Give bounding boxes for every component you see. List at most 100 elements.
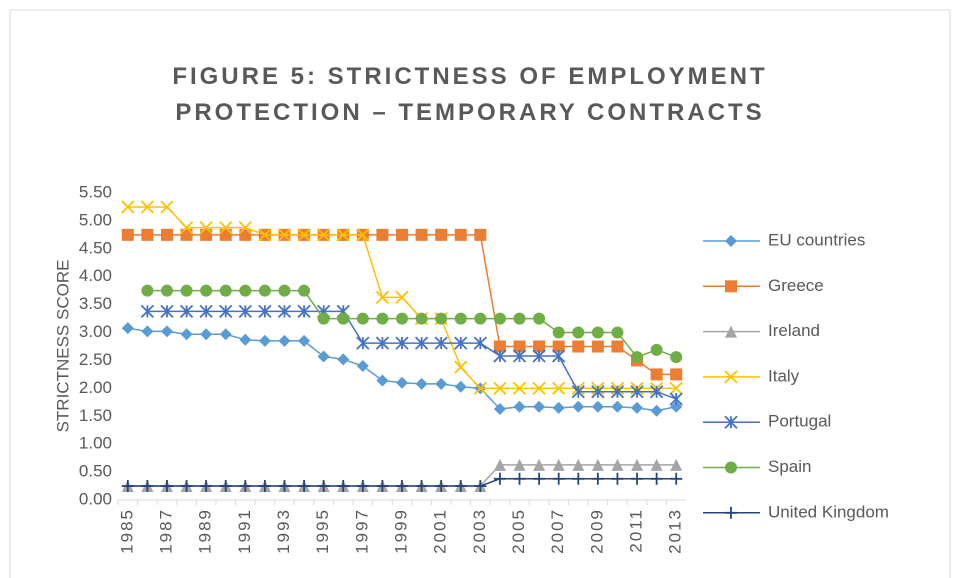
marker: [611, 458, 624, 471]
marker: [474, 312, 487, 325]
marker: [454, 480, 467, 493]
x-tick-label: 2003: [470, 508, 489, 554]
marker: [200, 480, 213, 493]
marker: [725, 461, 737, 474]
marker: [180, 480, 193, 493]
marker: [435, 377, 448, 390]
marker: [317, 312, 330, 325]
x-tick-label: 1991: [235, 508, 254, 554]
marker: [396, 312, 408, 325]
marker: [669, 381, 683, 396]
marker: [356, 360, 369, 373]
marker: [356, 336, 370, 350]
marker: [317, 480, 330, 493]
marker: [512, 349, 527, 363]
marker: [336, 228, 350, 242]
x-tick-label: 1987: [156, 508, 175, 554]
marker: [258, 480, 271, 493]
y-tick-label: 3.00: [79, 322, 112, 341]
chart-title: FIGURE 5: STRICTNESS OF EMPLOYMENT PROTEC…: [172, 63, 767, 126]
marker: [415, 377, 428, 390]
marker: [513, 312, 526, 325]
marker: [141, 228, 154, 241]
marker: [631, 472, 644, 485]
marker: [396, 228, 408, 241]
marker: [219, 480, 232, 493]
marker: [572, 326, 585, 339]
marker: [533, 312, 546, 325]
marker: [454, 228, 467, 241]
marker: [454, 380, 467, 393]
marker: [650, 368, 663, 381]
marker: [356, 480, 369, 493]
x-tick-label: 1985: [117, 508, 136, 554]
marker: [631, 458, 644, 471]
marker: [493, 312, 506, 325]
marker: [414, 336, 429, 350]
marker: [513, 400, 526, 413]
marker: [121, 322, 134, 335]
marker: [552, 472, 565, 485]
marker: [160, 480, 173, 493]
marker: [724, 370, 738, 384]
marker: [278, 334, 291, 347]
marker: [160, 304, 174, 318]
marker: [493, 458, 506, 471]
marker: [552, 381, 566, 396]
y-tick-label: 5.00: [79, 210, 112, 229]
marker: [572, 340, 585, 353]
marker: [552, 458, 565, 471]
marker: [179, 304, 194, 318]
y-tick-label: 2.00: [79, 378, 112, 397]
marker: [669, 392, 683, 406]
y-tick-label: 5.50: [79, 182, 112, 201]
marker: [258, 284, 271, 297]
marker: [258, 334, 271, 347]
marker: [435, 480, 448, 493]
marker: [493, 472, 506, 485]
marker: [631, 351, 644, 364]
marker: [219, 284, 232, 297]
marker: [533, 340, 546, 353]
x-tick-label: 2013: [666, 508, 685, 554]
marker: [533, 472, 546, 485]
marker: [200, 284, 213, 297]
marker: [180, 284, 193, 297]
marker: [258, 228, 272, 242]
marker: [610, 385, 625, 399]
marker: [725, 235, 737, 247]
marker: [572, 400, 585, 413]
legend-label: Greece: [768, 276, 824, 295]
y-tick-label: 4.50: [79, 238, 112, 257]
marker: [474, 228, 487, 241]
marker: [140, 200, 155, 214]
marker: [493, 340, 506, 353]
marker: [258, 304, 272, 318]
marker: [649, 385, 664, 399]
legend-label: Spain: [768, 457, 811, 476]
marker: [396, 480, 408, 493]
marker: [611, 472, 624, 485]
marker: [396, 376, 408, 389]
marker: [278, 284, 291, 297]
marker: [356, 312, 369, 325]
marker: [631, 401, 644, 414]
marker: [375, 290, 390, 305]
marker: [317, 228, 331, 242]
marker: [179, 220, 194, 235]
marker: [297, 228, 311, 242]
marker: [474, 480, 487, 493]
marker: [376, 374, 389, 387]
marker: [298, 284, 311, 297]
marker: [160, 200, 174, 214]
marker: [140, 304, 155, 318]
marker: [238, 304, 252, 318]
legend-label: Portugal: [768, 412, 831, 431]
y-tick-label: 1.50: [79, 406, 112, 425]
marker: [415, 480, 428, 493]
marker: [572, 472, 585, 485]
marker: [650, 343, 663, 356]
marker: [552, 340, 565, 353]
marker: [591, 400, 604, 413]
marker: [141, 480, 154, 493]
